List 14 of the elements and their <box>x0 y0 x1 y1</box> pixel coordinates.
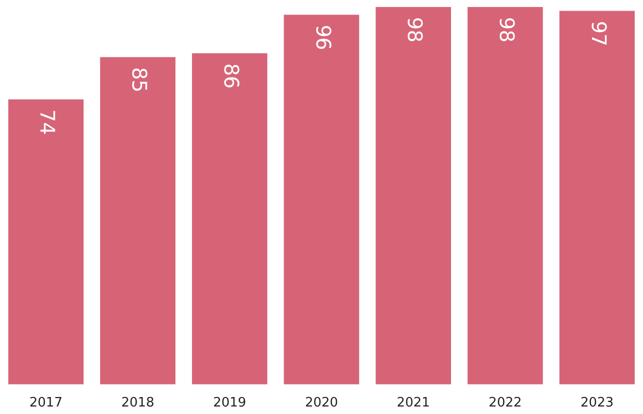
data-label: 85 <box>128 67 152 93</box>
x-tick-label: 2017 <box>29 396 62 411</box>
x-tick-label: 2018 <box>121 396 154 411</box>
data-label: 86 <box>219 63 244 89</box>
x-tick-label: 2021 <box>396 396 430 411</box>
x-tick-label: 2019 <box>213 396 246 411</box>
data-label: 98 <box>403 17 428 42</box>
data-label: 98 <box>495 17 520 42</box>
data-label: 97 <box>586 20 611 46</box>
x-tick-label: 2020 <box>304 396 338 411</box>
x-tick-label: 2023 <box>580 396 614 411</box>
data-label: 96 <box>311 24 336 50</box>
data-label: 74 <box>36 109 60 135</box>
x-tick-label: 2022 <box>488 396 522 411</box>
